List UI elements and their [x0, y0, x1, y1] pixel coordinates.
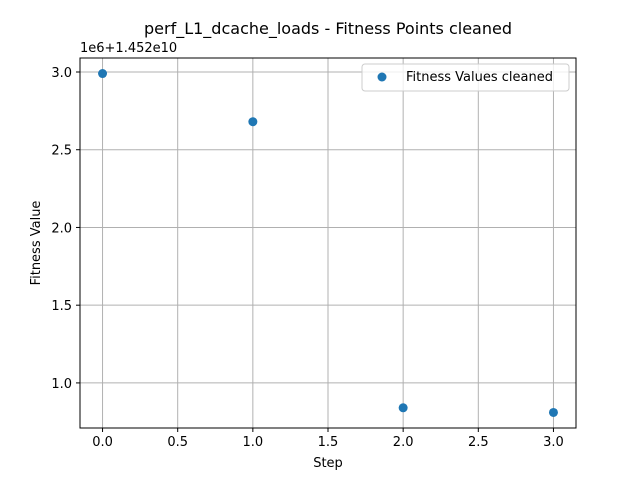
y-tick-label: 3.0 — [51, 66, 72, 81]
plot-frame — [79, 57, 577, 429]
y-axis-label: Fitness Value — [29, 201, 44, 286]
y-tick-label: 1.0 — [51, 377, 72, 392]
y-tick-label: 2.5 — [51, 144, 72, 159]
x-tick-label: 2.0 — [393, 435, 414, 450]
x-tick-label: 3.0 — [543, 435, 564, 450]
axis-ticks: 0.0 0.5 1.0 1.5 2.0 2.5 3.0 1.0 1.5 2.0 2.5 3.0 — [51, 66, 563, 450]
grid — [80, 58, 576, 428]
x-tick-label: 0.0 — [92, 435, 113, 450]
y-tick-label: 1.5 — [51, 299, 72, 314]
legend-label: Fitness Values cleaned — [406, 70, 553, 85]
x-tick-label: 1.0 — [243, 435, 264, 450]
x-axis-label: Step — [313, 456, 343, 471]
chart-title: perf_L1_dcache_loads - Fitness Points cl… — [144, 19, 512, 39]
legend-box — [361, 63, 570, 92]
legend: Fitness Values cleaned — [361, 63, 570, 92]
x-tick-label: 2.5 — [468, 435, 489, 450]
x-tick-label: 0.5 — [167, 435, 188, 450]
data-point — [548, 407, 558, 417]
scatter-points — [98, 69, 558, 417]
data-point — [98, 69, 108, 79]
y-tick-label: 2.0 — [51, 221, 72, 236]
legend-marker — [377, 72, 387, 82]
data-point — [398, 403, 408, 413]
x-tick-label: 1.5 — [318, 435, 339, 450]
data-point — [248, 117, 258, 127]
y-axis-offset-label: 1e6+1.452e10 — [80, 41, 177, 56]
